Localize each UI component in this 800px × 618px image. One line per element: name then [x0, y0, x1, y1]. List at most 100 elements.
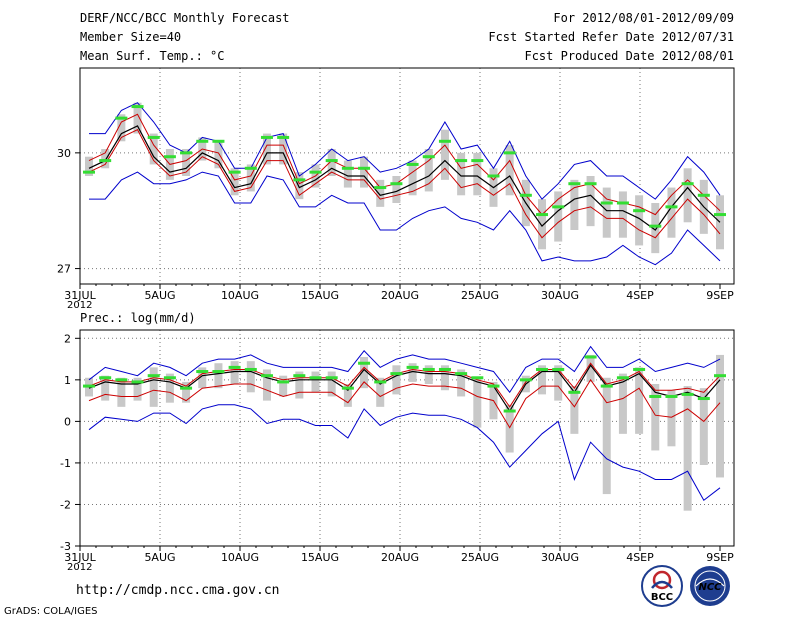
x-tick-label: 25AUG: [461, 551, 499, 564]
y-tick-label: -1: [60, 457, 71, 470]
bcc-logo-text: BCC: [651, 592, 673, 603]
x-tick-label: 15AUG: [301, 289, 339, 302]
green-marker: [422, 367, 435, 371]
spread-bar: [230, 168, 239, 196]
x-tick-label: 4SEP: [626, 551, 654, 564]
forecast-started-date: Fcst Started Refer Date 2012/07/31: [488, 30, 734, 44]
x-tick-label: 9SEP: [706, 289, 734, 302]
green-marker: [649, 394, 662, 398]
spread-bar: [230, 361, 239, 384]
spread-bar: [343, 384, 352, 407]
spread-bar: [117, 377, 126, 407]
spread-bar: [586, 354, 595, 382]
temperature-panel: 27 30: [57, 67, 735, 285]
green-marker: [131, 105, 144, 109]
green-marker: [260, 374, 273, 378]
spread-bar: [101, 375, 110, 401]
spread-bar: [343, 160, 352, 188]
spread-bar: [85, 156, 93, 176]
spread-bar: [182, 149, 191, 176]
spread-bar: [602, 377, 611, 495]
green-marker: [697, 193, 710, 197]
green-marker: [519, 378, 532, 382]
spread-bar: [262, 133, 271, 165]
spread-bar: [295, 172, 304, 200]
spread-bar: [133, 102, 142, 134]
green-marker: [406, 365, 419, 369]
green-marker: [325, 159, 338, 163]
spread-bar: [473, 377, 482, 428]
ncc-logo: NCC: [690, 566, 730, 606]
spread-bar: [424, 149, 433, 192]
spread-bar: [586, 176, 595, 227]
green-marker: [681, 182, 694, 186]
green-marker: [196, 370, 209, 374]
spread-bar: [570, 179, 579, 230]
green-marker: [633, 209, 646, 213]
temperature-x-year: 2012: [67, 300, 92, 311]
spread-bar: [376, 179, 385, 207]
panel-border: [79, 67, 735, 285]
ensemble-mean-line: [88, 125, 721, 231]
precipitation-x-axis: 31JUL 5AUG 10AUG 15AUG 20AUG 25AUG 30AUG 4SEP 9S…: [64, 546, 734, 564]
ensemble-lower-line: [88, 378, 721, 429]
spread-bar: [618, 191, 627, 238]
x-tick-label: 5AUG: [144, 289, 175, 302]
spread-bar: [651, 203, 660, 254]
y-tick-label: -2: [60, 498, 71, 511]
green-marker: [341, 386, 354, 390]
spread-bar: [392, 176, 401, 203]
green-marker: [536, 213, 549, 217]
spread-bar: [327, 371, 336, 397]
spread-bar: [667, 187, 676, 238]
spread-bar: [554, 191, 563, 242]
x-tick-label: 4SEP: [626, 289, 654, 302]
y-tick-label: -3: [60, 540, 71, 553]
green-marker: [244, 367, 257, 371]
x-tick-label: 5AUG: [144, 551, 175, 564]
precipitation-panel: -3 -2 -1 0 1 2: [60, 329, 735, 553]
green-marker: [358, 166, 371, 170]
spread-bar: [440, 129, 449, 180]
spread-bar: [182, 381, 191, 403]
green-marker: [600, 384, 613, 388]
y-tick-label: 27: [57, 263, 71, 276]
green-marker: [519, 193, 532, 197]
green-marker: [633, 367, 646, 371]
green-marker: [131, 380, 144, 384]
y-tick-label: 30: [57, 147, 71, 160]
green-marker: [293, 178, 306, 182]
temperature-x-axis: 31JUL 5AUG 10AUG 15AUG 20AUG 25AUG 30AUG 4SEP 9S…: [64, 284, 734, 302]
x-tick-label: 30AUG: [541, 551, 579, 564]
lower-envelope-line: [88, 404, 721, 502]
green-marker: [438, 139, 451, 143]
figure-title: DERF/NCC/BCC Monthly Forecast: [80, 11, 290, 25]
green-marker: [552, 367, 565, 371]
spread-bar: [376, 377, 385, 407]
spread-bar: [214, 363, 223, 389]
spread-bar: [101, 149, 110, 169]
green-marker: [309, 170, 322, 174]
x-tick-label: 20AUG: [381, 551, 419, 564]
top-panel-variable: Mean Surf. Temp.: °C: [80, 49, 225, 63]
green-marker: [697, 397, 710, 401]
green-marker: [180, 386, 193, 390]
spread-bar: [327, 149, 336, 176]
spread-bar: [473, 152, 482, 196]
green-marker: [455, 159, 468, 163]
spread-bar: [683, 386, 692, 511]
green-marker: [180, 151, 193, 155]
green-marker: [487, 384, 500, 388]
spread-bar: [360, 357, 369, 389]
green-marker: [681, 392, 694, 396]
spread-bar: [716, 354, 724, 478]
green-marker: [503, 409, 516, 413]
y-tick-label: 2: [64, 332, 71, 345]
green-marker: [147, 374, 160, 378]
green-marker: [568, 182, 581, 186]
spread-bar: [667, 390, 676, 447]
spread-bar: [618, 373, 627, 434]
x-tick-label: 31JUL: [64, 289, 96, 302]
spread-bar: [295, 371, 304, 399]
